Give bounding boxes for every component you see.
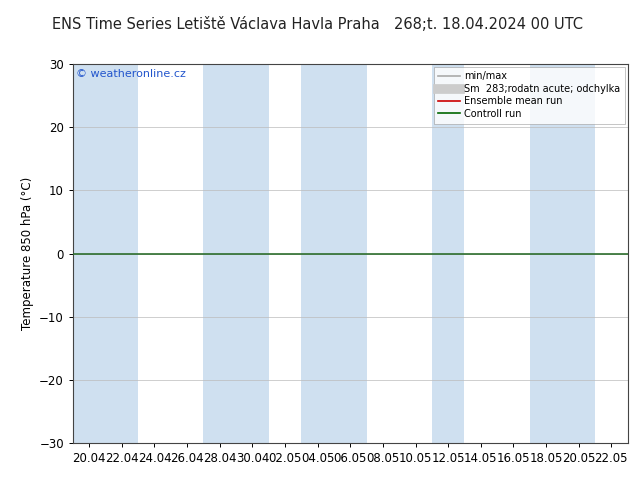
Bar xyxy=(301,64,334,443)
Bar xyxy=(204,64,236,443)
Bar xyxy=(73,64,105,443)
Text: © weatheronline.cz: © weatheronline.cz xyxy=(75,70,186,79)
Bar xyxy=(562,64,595,443)
Y-axis label: Temperature 850 hPa (°C): Temperature 850 hPa (°C) xyxy=(20,177,34,330)
Bar xyxy=(432,64,465,443)
Bar xyxy=(530,64,562,443)
Bar xyxy=(105,64,138,443)
Bar xyxy=(334,64,366,443)
Bar xyxy=(236,64,269,443)
Text: ENS Time Series Letiště Václava Havla Praha: ENS Time Series Letiště Václava Havla Pr… xyxy=(52,17,379,32)
Legend: min/max, Sm  283;rodatn acute; odchylka, Ensemble mean run, Controll run: min/max, Sm 283;rodatn acute; odchylka, … xyxy=(434,67,624,123)
Text: 268;t. 18.04.2024 00 UTC: 268;t. 18.04.2024 00 UTC xyxy=(394,17,583,32)
